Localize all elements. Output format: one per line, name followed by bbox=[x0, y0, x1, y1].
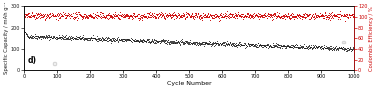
Y-axis label: Specific Capacity / mAh g⁻¹: Specific Capacity / mAh g⁻¹ bbox=[4, 2, 9, 74]
Legend:  bbox=[342, 41, 345, 43]
X-axis label: Cycle Number: Cycle Number bbox=[167, 81, 211, 86]
Legend:  bbox=[53, 62, 56, 65]
Y-axis label: Coulombic Efficiency / %: Coulombic Efficiency / % bbox=[369, 6, 374, 71]
Text: d): d) bbox=[28, 56, 37, 65]
